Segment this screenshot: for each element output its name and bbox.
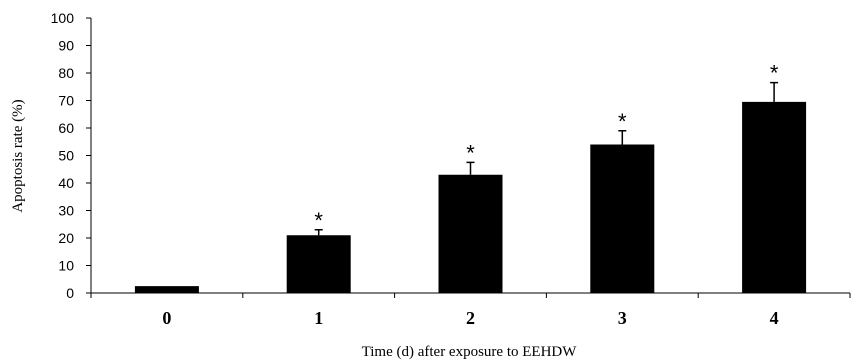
x-tick-label: 2 [466,308,475,328]
y-tick-label: 60 [58,120,74,136]
x-tick-label: 0 [162,308,171,328]
significance-marker: * [314,208,323,233]
y-tick-label: 30 [58,203,74,219]
bar [134,286,199,293]
y-tick-label: 10 [58,258,74,274]
x-tick-label: 4 [770,308,779,328]
significance-marker: * [770,61,779,86]
bar [742,101,807,293]
y-axis-title: Apoptosis rate (%) [10,99,26,212]
y-tick-label: 0 [66,285,74,301]
x-tick-label: 3 [618,308,627,328]
plot-area: 0 10 20 30 40 50 60 70 80 90 100 0 1 * 2 * 3 * 4 * [51,10,851,328]
x-axis-title: Time (d) after exposure to EEHDW [362,344,578,360]
y-tick-label: 40 [58,175,74,191]
significance-marker: * [466,140,475,165]
y-tick-label: 50 [58,148,74,164]
x-tick-label: 1 [314,308,323,328]
y-tick-label: 90 [58,38,74,54]
y-tick-label: 80 [58,65,74,81]
y-tick-label: 100 [51,10,75,26]
y-tick-label: 70 [58,93,74,109]
bar [286,235,351,293]
significance-marker: * [618,109,627,134]
bar [438,174,503,293]
bar [590,144,655,293]
y-tick-label: 20 [58,230,74,246]
